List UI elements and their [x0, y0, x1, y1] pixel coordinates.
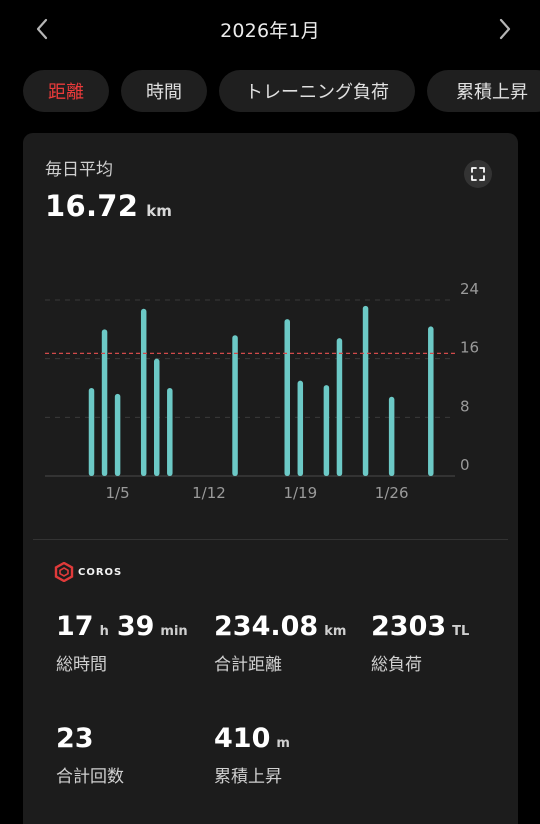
- x-tick-label: 1/19: [283, 484, 317, 502]
- stat-number: 39: [116, 611, 155, 642]
- chart-bar: [114, 393, 121, 476]
- chart-bar: [388, 396, 395, 476]
- chart-bar: [297, 380, 304, 476]
- stat-elevation-gain: 410 m 累積上昇: [214, 723, 298, 787]
- stat-number: 2303: [371, 611, 447, 642]
- stat-value: 17 h 39 min: [56, 611, 196, 642]
- stat-total-time: 17 h 39 min 総時間: [56, 611, 196, 675]
- stat-number: 17: [56, 611, 94, 642]
- stat-total-load: 2303 TL 総負荷: [371, 611, 477, 675]
- y-tick-label: 0: [460, 456, 470, 474]
- distance-bar-chart: 24 16 8 0 1/5 1/12 1/19 1/26: [45, 280, 479, 502]
- metric-tabs: 距離 時間 トレーニング負荷 累積上昇: [0, 70, 540, 112]
- chart-bar: [336, 338, 343, 476]
- stat-total-distance: 234.08 km 合計距離: [214, 611, 354, 675]
- month-title: 2026年1月: [220, 20, 320, 42]
- tab-elevation-gain[interactable]: 累積上昇: [427, 70, 540, 112]
- stat-unit: km: [324, 624, 347, 639]
- stat-number: 23: [56, 723, 94, 754]
- chart-bar: [101, 329, 108, 476]
- prev-month-button[interactable]: [27, 14, 57, 44]
- stat-value: 234.08 km: [214, 611, 354, 642]
- chart-bar: [140, 308, 147, 476]
- chart-bar: [362, 305, 369, 476]
- stat-total-count: 23 合計回数: [56, 723, 124, 787]
- stat-number: 234.08: [214, 611, 319, 642]
- expand-icon: [471, 167, 485, 181]
- stat-label: 合計距離: [214, 655, 282, 675]
- stat-label: 累積上昇: [214, 767, 282, 787]
- stat-value: 2303 TL: [371, 611, 477, 642]
- y-tick-label: 24: [460, 280, 479, 298]
- stat-unit: min: [160, 624, 188, 639]
- coros-brand: COROS: [54, 562, 122, 582]
- daily-average-value: 16.72: [45, 189, 139, 223]
- stat-label: 総負荷: [371, 655, 422, 675]
- y-tick-label: 16: [460, 339, 479, 357]
- stat-unit: TL: [452, 624, 470, 639]
- chevron-right-icon: [499, 18, 511, 40]
- chart-bar: [428, 326, 434, 476]
- chart-bar: [88, 388, 95, 476]
- chart-bar: [154, 358, 160, 476]
- tab-training-load[interactable]: トレーニング負荷: [219, 70, 415, 112]
- stats-card: 毎日平均 16.72 km 24 16 8 0 1/5 1/12 1/19 1/26 CORO…: [23, 133, 518, 824]
- stat-number: 410: [214, 723, 271, 754]
- y-tick-label: 8: [460, 397, 470, 415]
- daily-average: 16.72 km: [45, 189, 172, 223]
- coros-brand-text: COROS: [78, 566, 123, 578]
- chevron-left-icon: [36, 18, 48, 40]
- coros-logo-icon: [54, 562, 74, 582]
- chart-bar: [323, 385, 330, 476]
- daily-average-unit: km: [146, 202, 172, 220]
- stat-label: 合計回数: [56, 767, 124, 787]
- x-tick-label: 1/12: [192, 484, 226, 502]
- x-tick-label: 1/26: [375, 484, 409, 502]
- month-header: 2026年1月: [0, 0, 540, 58]
- daily-average-label: 毎日平均: [45, 160, 113, 180]
- stat-label: 総時間: [56, 655, 107, 675]
- stat-value: 23: [56, 723, 124, 754]
- expand-chart-button[interactable]: [464, 160, 492, 188]
- tab-distance[interactable]: 距離: [23, 70, 109, 112]
- chart-bar: [284, 319, 290, 476]
- stat-value: 410 m: [214, 723, 298, 754]
- chart-bar: [232, 335, 238, 476]
- stat-unit: m: [276, 736, 290, 751]
- divider: [33, 539, 508, 540]
- chart-bar: [167, 388, 173, 476]
- next-month-button[interactable]: [490, 14, 520, 44]
- x-tick-label: 1/5: [106, 484, 130, 502]
- tab-time[interactable]: 時間: [121, 70, 207, 112]
- stat-unit: h: [99, 624, 109, 639]
